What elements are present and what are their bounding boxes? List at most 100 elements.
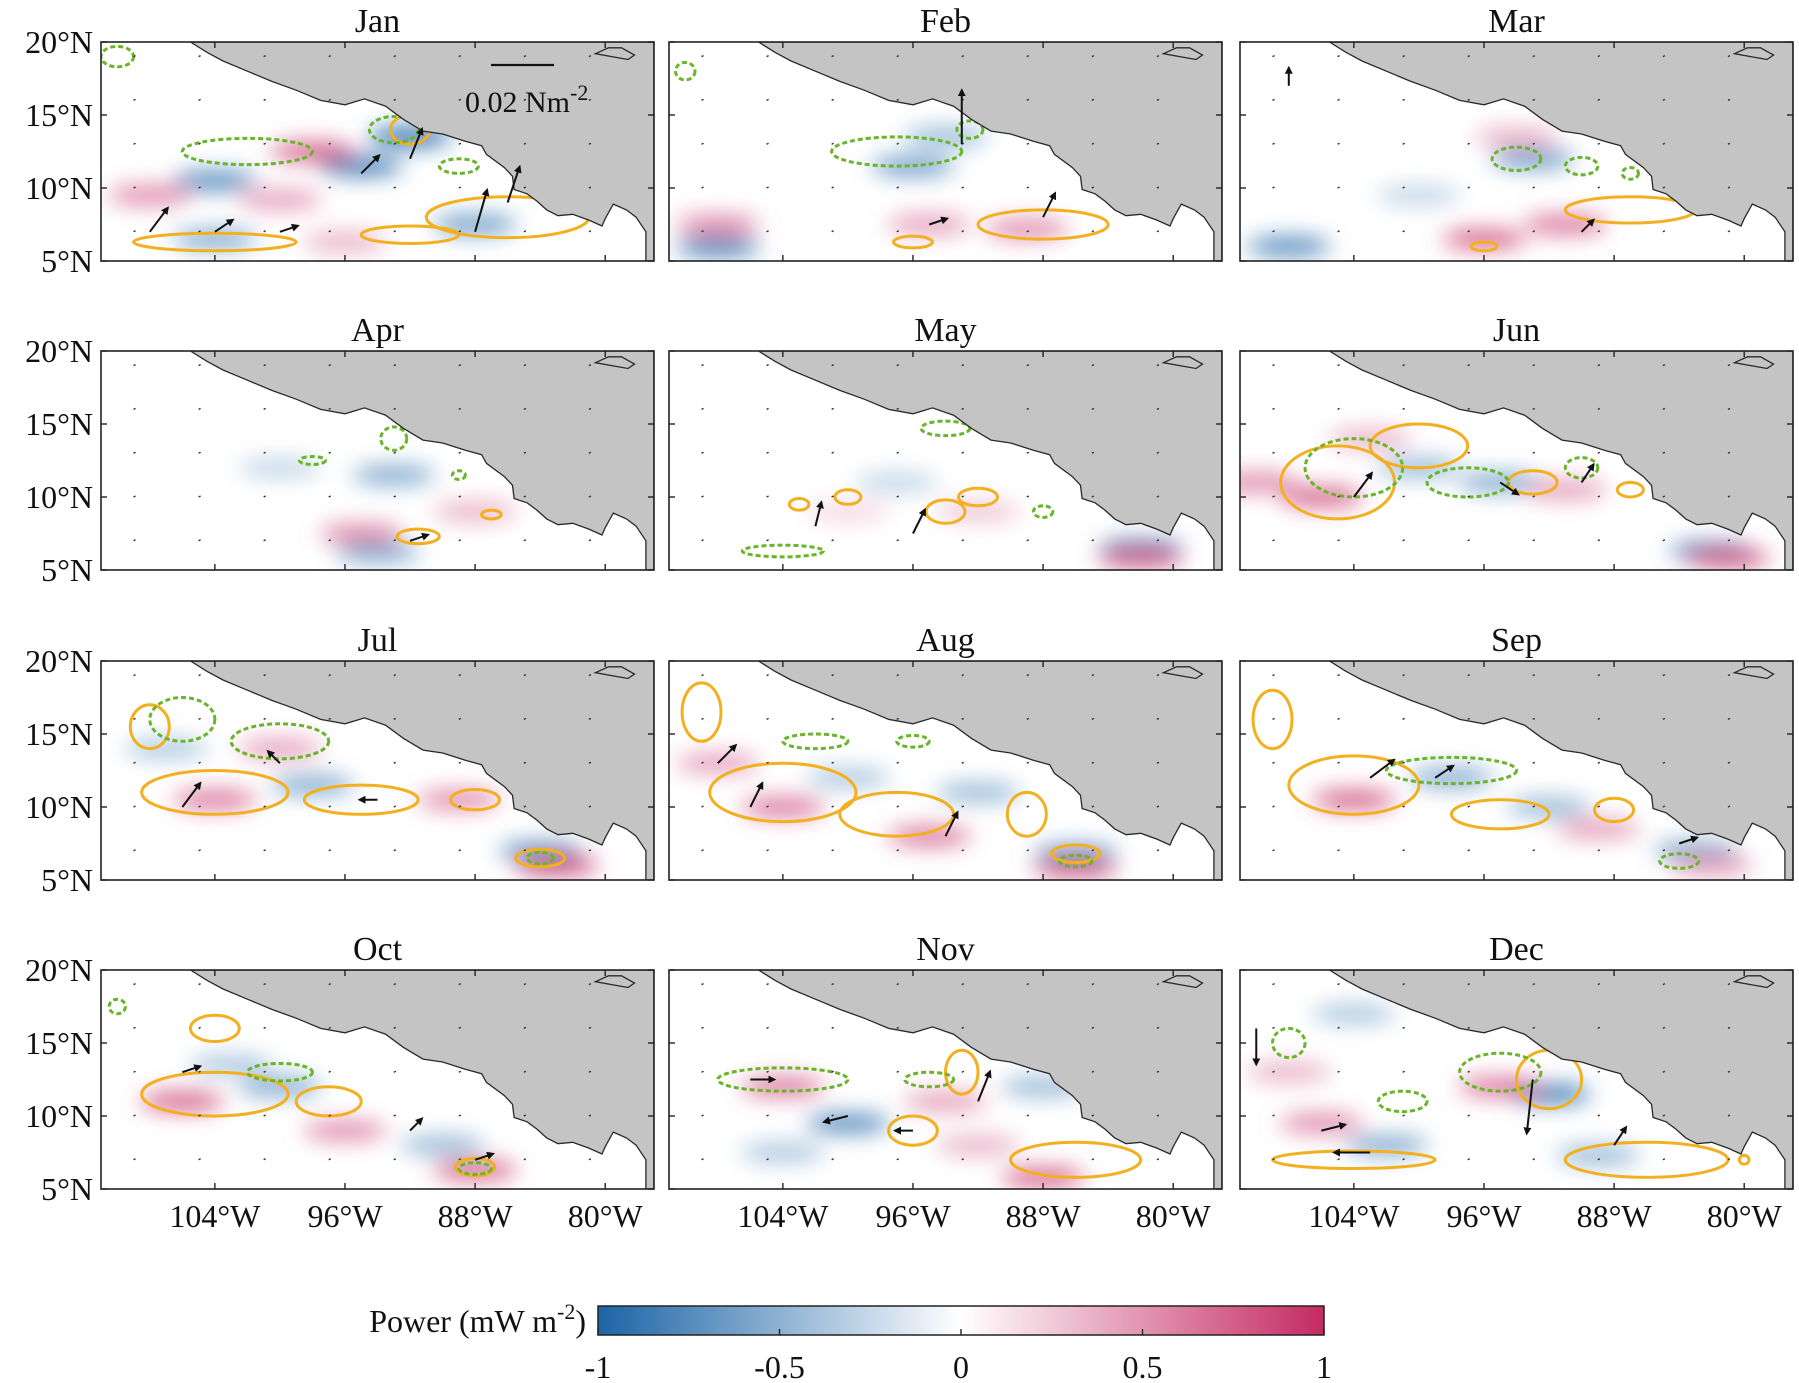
wind-stress-mark [896, 407, 900, 411]
wind-stress-mark [1597, 54, 1601, 58]
wind-stress-arrow [409, 126, 424, 160]
wind-stress-mark [393, 805, 397, 808]
wind-stress-mark [1156, 407, 1160, 411]
wind-stress-mark [896, 1158, 900, 1161]
wind-stress-mark [263, 717, 266, 721]
wind-stress-mark [701, 407, 704, 411]
wind-stress-mark [1467, 1026, 1471, 1030]
wind-stress-mark [1156, 495, 1160, 498]
wind-stress-mark [766, 673, 769, 677]
wind-stress-mark [701, 495, 704, 498]
wind-stress-mark [1402, 230, 1405, 233]
lat-tick-label: 10°N [25, 170, 93, 206]
wind-stress-mark [458, 451, 462, 454]
orange-contour [833, 488, 863, 506]
wind-stress-mark [263, 1070, 266, 1073]
wind-stress-mark [523, 982, 527, 986]
orange-contour [395, 527, 441, 546]
wind-stress-mark [766, 54, 769, 58]
wind-stress-mark [198, 363, 201, 367]
wind-stress-mark [896, 1070, 900, 1073]
wind-stress-mark [831, 539, 834, 542]
green-dashed-contour [919, 419, 972, 438]
wind-stress-mark [588, 539, 592, 542]
wind-stress-arrow [1580, 218, 1595, 233]
panel-frame [100, 969, 655, 1190]
panel-frame [1239, 350, 1794, 571]
wind-stress-mark [766, 761, 769, 764]
wind-stress-mark [1467, 186, 1471, 189]
lon-tick-label: 96°W [307, 1198, 383, 1234]
wind-stress-mark [1597, 1070, 1601, 1073]
wind-stress-mark [1091, 142, 1095, 145]
wind-stress-mark [198, 142, 201, 145]
wind-stress-mark [133, 539, 136, 542]
wind-stress-mark [896, 363, 900, 367]
positive-power-patch [936, 1135, 1021, 1156]
wind-stress-mark [523, 407, 527, 411]
wind-stress-mark [1402, 805, 1405, 808]
wind-stress-mark [393, 98, 397, 102]
positive-power-patch [1098, 548, 1183, 569]
wind-stress-mark [1337, 849, 1340, 852]
wind-stress-mark [961, 1158, 965, 1161]
wind-stress-mark [588, 805, 592, 808]
wind-stress-mark [1662, 98, 1666, 102]
negative-power-patch [172, 170, 257, 191]
lat-tick-label: 5°N [41, 862, 93, 898]
power-field [1240, 428, 1770, 569]
wind-stress-mark [393, 363, 397, 367]
positive-power-patch [1001, 1167, 1086, 1188]
wind-stress-mark [328, 805, 332, 808]
wind-stress-mark [523, 1114, 527, 1117]
wind-stress-mark [263, 495, 266, 498]
wind-stress-mark [1091, 407, 1095, 411]
wind-stress-mark [961, 407, 965, 411]
wind-stress-mark [1272, 539, 1275, 542]
wind-stress-mark [831, 495, 834, 498]
wind-stress-mark [1337, 407, 1340, 411]
wind-stress-mark [133, 761, 136, 764]
wind-stress-mark [1402, 539, 1405, 542]
wind-stress-mark [458, 717, 462, 721]
wind-stress-mark [831, 849, 834, 852]
wind-stress-mark [1156, 451, 1160, 454]
wind-stress-mark [1662, 186, 1666, 189]
wind-stress-mark [328, 98, 332, 102]
lon-tick-label: 88°W [1006, 1198, 1082, 1234]
panel-frame [100, 41, 655, 262]
lat-tick-label: 20°N [25, 643, 93, 679]
panel-frame [668, 969, 1223, 1190]
wind-stress-mark [701, 230, 704, 233]
wind-stress-mark [1156, 1026, 1160, 1030]
positive-power-patch [1474, 126, 1559, 147]
wind-stress-mark [1467, 98, 1471, 102]
wind-stress-mark [961, 54, 965, 58]
power-field [140, 1054, 518, 1181]
wind-stress-mark [1337, 142, 1340, 145]
negative-power-patch [675, 236, 760, 257]
wind-stress-mark [1467, 142, 1471, 145]
positive-power-patch [936, 501, 1021, 522]
orange-contour [1368, 422, 1470, 470]
wind-stress-mark [393, 539, 397, 542]
panel-frame [1239, 969, 1794, 1190]
wind-stress-mark [701, 186, 704, 189]
positive-power-patch [1328, 428, 1413, 449]
green-dashed-contour [297, 455, 327, 466]
positive-power-patch [675, 753, 760, 774]
wind-stress-mark [896, 142, 900, 145]
wind-stress-mark [523, 1026, 527, 1030]
wind-stress-mark [1402, 407, 1405, 411]
wind-stress-mark [701, 54, 704, 58]
wind-stress-mark [588, 982, 592, 986]
wind-stress-mark [458, 230, 462, 233]
wind-stress-mark [1091, 495, 1095, 498]
wind-stress-mark [328, 761, 332, 764]
wind-stress-mark [588, 363, 592, 367]
wind-stress-mark [1467, 805, 1471, 808]
wind-stress-mark [1727, 1026, 1731, 1030]
wind-stress-mark [1337, 1114, 1340, 1117]
wind-stress-mark [1026, 1026, 1030, 1030]
wind-stress-mark [263, 982, 266, 986]
